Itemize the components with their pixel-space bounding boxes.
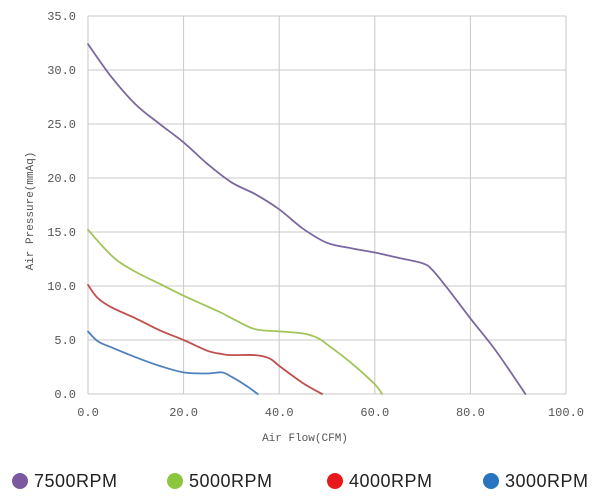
legend-swatch-icon (327, 473, 343, 489)
x-tick-label: 20.0 (169, 406, 198, 420)
legend: 7500RPM 5000RPM 4000RPM 3000RPM (0, 466, 596, 496)
y-axis-title: Air Pressure(mmAq) (25, 152, 37, 271)
series-line-5000rpm (87, 228, 383, 395)
x-tick-label: 80.0 (456, 406, 485, 420)
legend-swatch-icon (483, 473, 499, 489)
legend-item-3000rpm: 3000RPM (483, 466, 589, 496)
legend-item-5000rpm: 5000RPM (167, 466, 273, 496)
y-tick-label: 30.0 (47, 64, 76, 78)
series-lines (87, 43, 527, 395)
legend-label: 5000RPM (189, 470, 273, 491)
series-line-4000rpm (87, 284, 324, 395)
legend-label: 4000RPM (349, 470, 433, 491)
tick-labels: 0.0 5.0 10.0 15.0 20.0 25.0 30.0 35.0 0.0 20.0 40.… (47, 10, 584, 420)
series-line-3000rpm (87, 330, 259, 395)
legend-item-4000rpm: 4000RPM (327, 466, 433, 496)
legend-label: 7500RPM (34, 470, 118, 491)
x-tick-label: 0.0 (77, 406, 99, 420)
y-tick-label: 35.0 (47, 10, 76, 24)
y-tick-label: 0.0 (54, 388, 76, 402)
fan-performance-chart: 0.0 5.0 10.0 15.0 20.0 25.0 30.0 35.0 0.0 20.0 40.… (25, 10, 584, 445)
y-tick-label: 5.0 (54, 334, 76, 348)
y-tick-label: 10.0 (47, 280, 76, 294)
y-tick-label: 20.0 (47, 172, 76, 186)
legend-swatch-icon (167, 473, 183, 489)
y-tick-label: 25.0 (47, 118, 76, 132)
series-line-7500rpm (87, 43, 527, 395)
y-tick-label: 15.0 (47, 226, 76, 240)
legend-label: 3000RPM (505, 470, 589, 491)
legend-swatch-icon (12, 473, 28, 489)
x-tick-label: 100.0 (548, 406, 584, 420)
x-tick-label: 40.0 (265, 406, 294, 420)
legend-item-7500rpm: 7500RPM (12, 466, 118, 496)
grid (87, 15, 567, 395)
x-axis-title: Air Flow(CFM) (262, 433, 348, 445)
x-tick-label: 60.0 (360, 406, 389, 420)
